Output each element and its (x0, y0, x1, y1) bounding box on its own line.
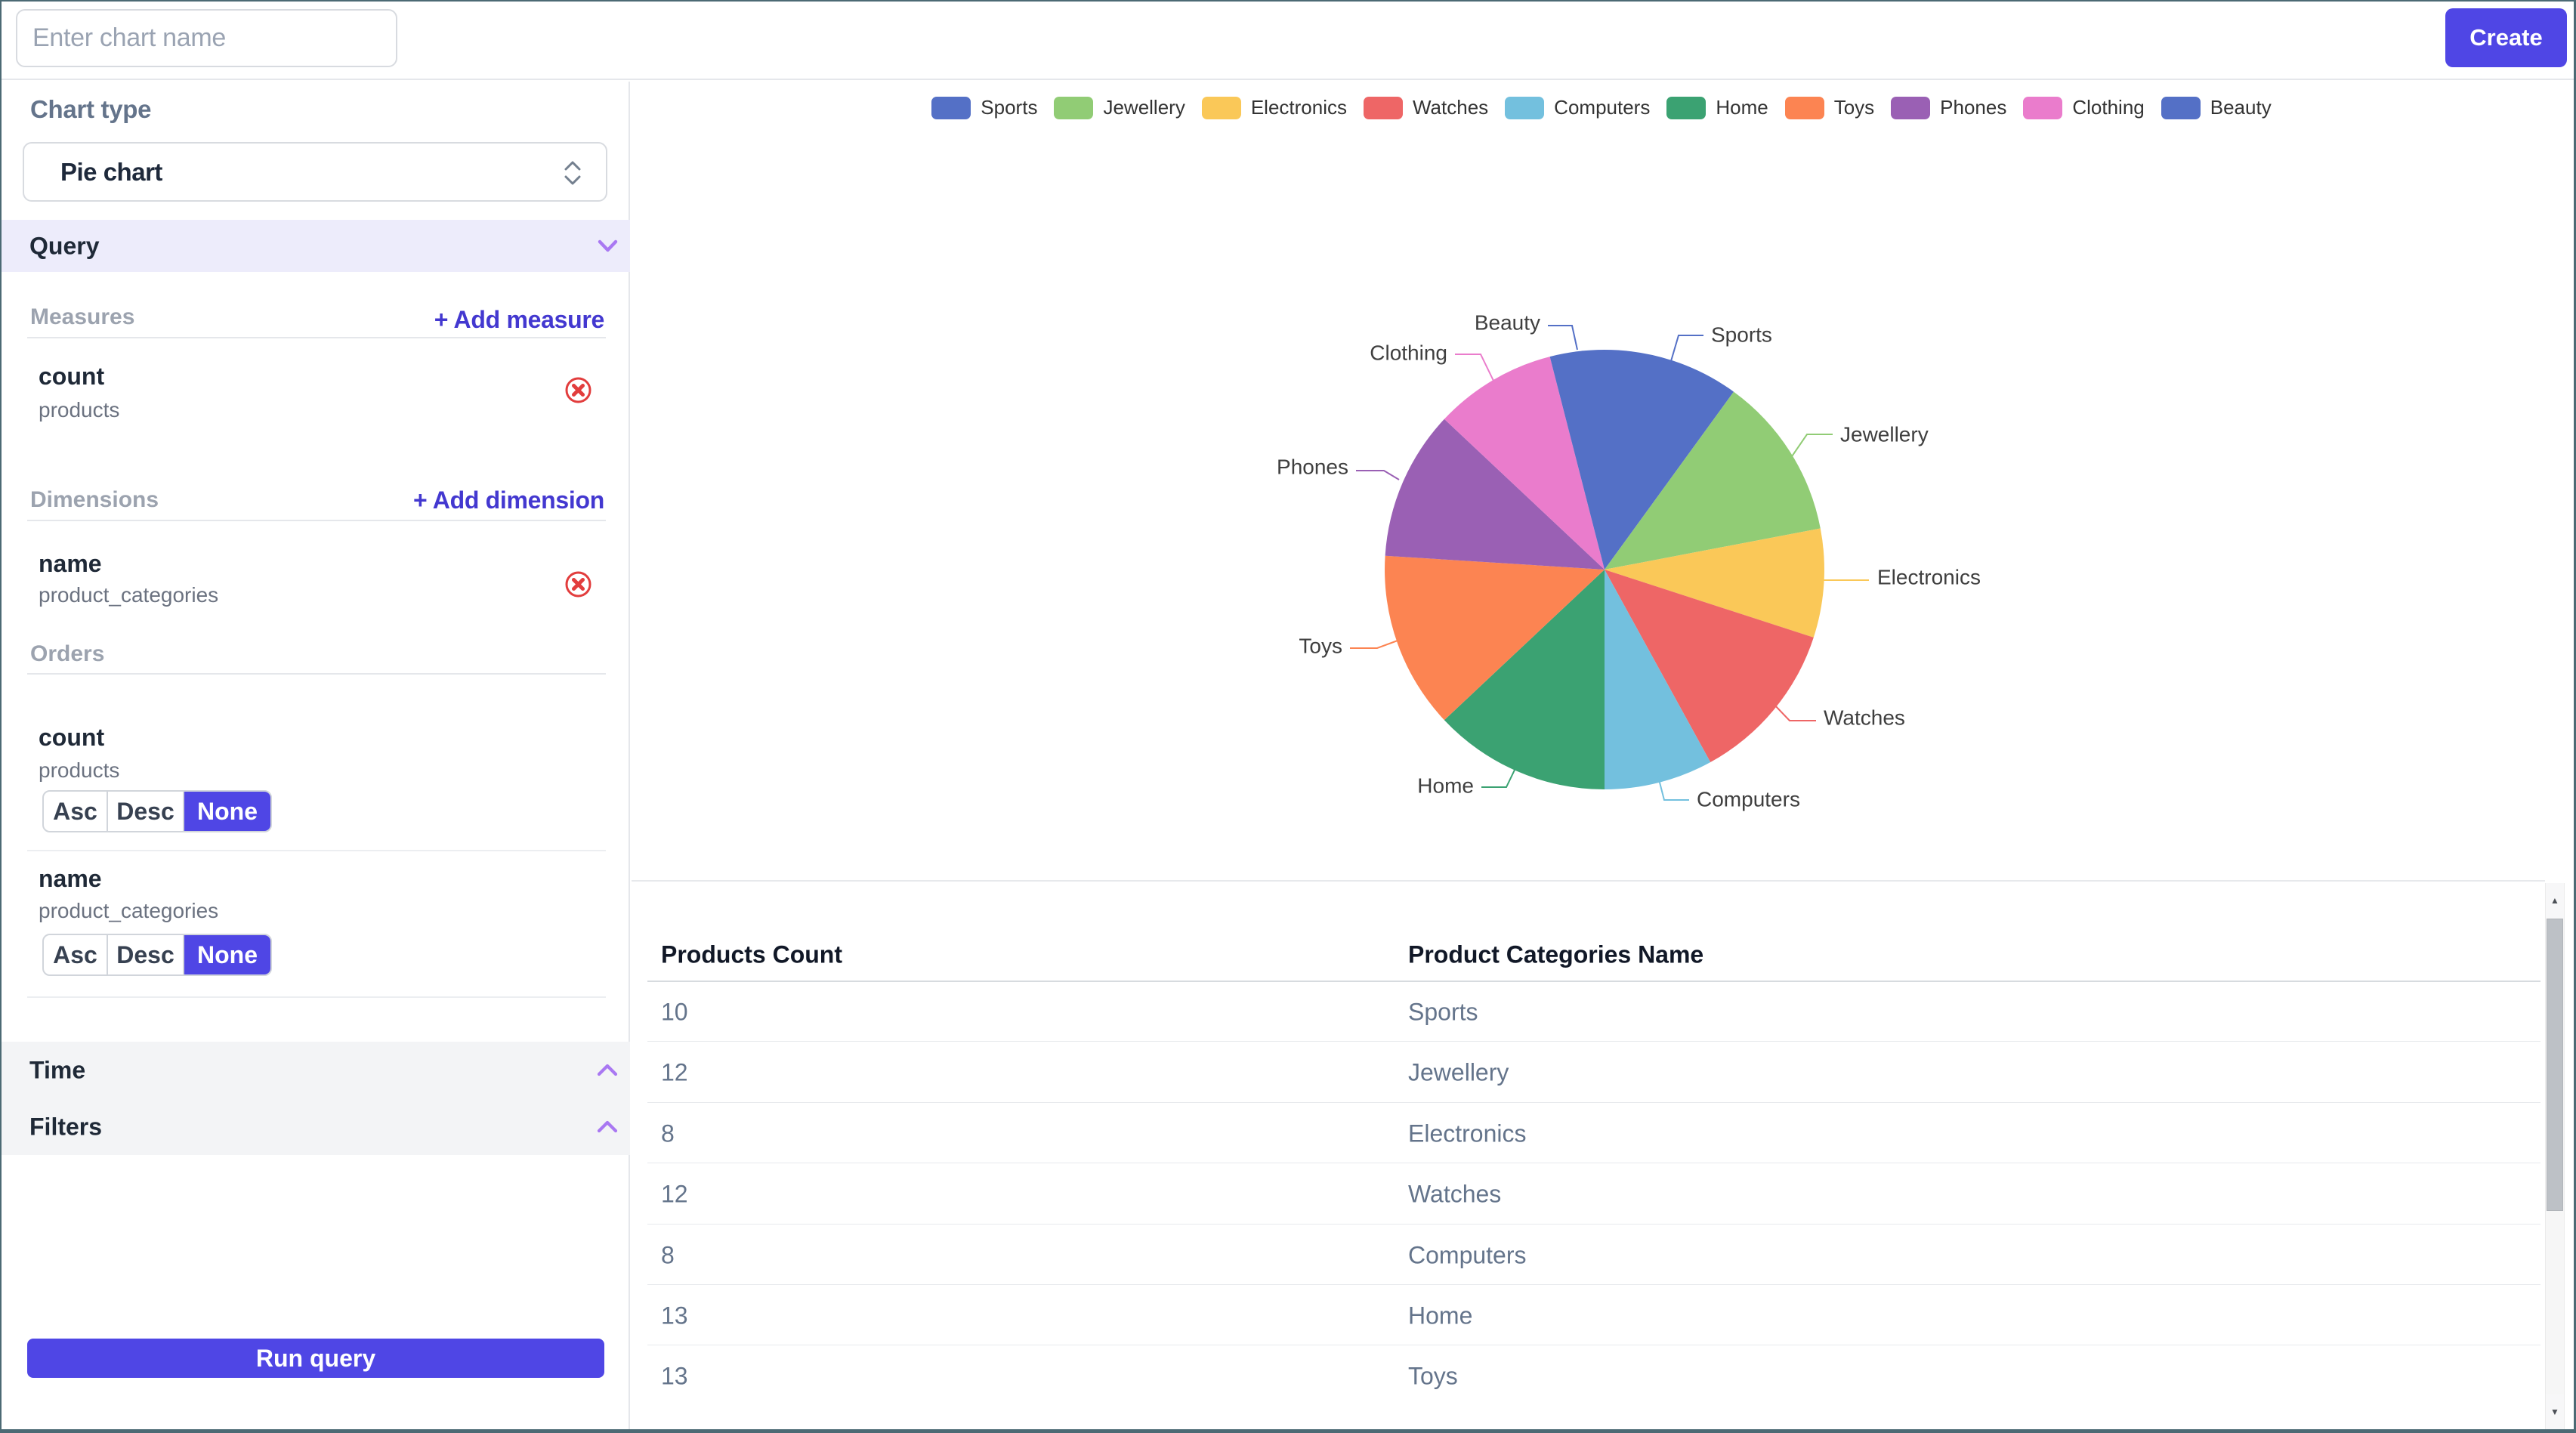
svg-text:Phones: Phones (1277, 456, 1348, 479)
svg-text:Jewellery: Jewellery (1840, 423, 1929, 446)
svg-text:Sports: Sports (1711, 323, 1772, 347)
svg-text:Toys: Toys (1299, 635, 1342, 658)
svg-text:Watches: Watches (1824, 706, 1905, 730)
svg-text:Beauty: Beauty (1475, 311, 1540, 335)
svg-text:Home: Home (1417, 774, 1474, 798)
svg-text:Clothing: Clothing (1370, 341, 1447, 365)
svg-text:Computers: Computers (1697, 788, 1800, 811)
svg-text:Electronics: Electronics (1877, 566, 1981, 589)
